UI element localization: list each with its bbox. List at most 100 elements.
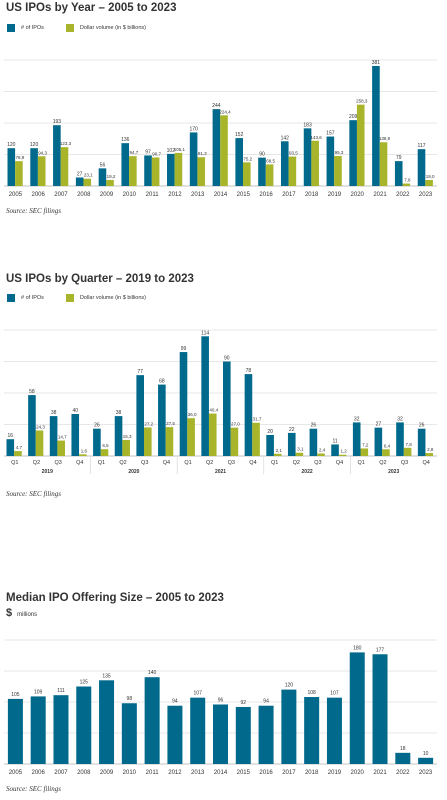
x-tick-label: 2016 [259,770,273,776]
median-data-label: 108 [307,690,316,696]
volume-data-label: 143,6 [311,135,323,140]
year-group-label: 2021 [215,469,226,475]
volume-bar [273,453,282,456]
volume-data-label: 27,2 [144,421,153,426]
count-bar [49,416,58,456]
count-bar [244,374,253,456]
x-tick-label: Q2 [293,460,300,466]
count-bar [223,361,231,456]
volume-data-label: 68,5 [266,158,275,163]
median-bar [281,689,297,764]
count-data-label: 142 [281,135,290,141]
median-bar [235,706,251,764]
x-tick-label: 2012 [168,192,182,198]
volume-bar [174,152,183,186]
count-data-label: 102 [167,148,176,154]
count-bar [179,352,188,456]
x-tick-label: 2020 [351,770,365,776]
x-tick-label: 2009 [100,770,114,776]
count-data-label: 152 [235,132,244,138]
volume-bar [317,453,325,456]
x-tick-label: 2013 [191,192,205,198]
median-offering-chart: 105 2005 109 2006 111 2007 125 2008 135 2009 98 201… [4,639,437,776]
median-data-label: 107 [330,691,339,697]
legend-volume-swatch [65,24,74,32]
volume-data-label: 2,4 [319,447,326,452]
volume-data-label: 1,6 [81,448,88,453]
median-bar [7,698,23,764]
median-bar [213,704,228,764]
volume-data-label: 2,1 [276,448,283,453]
legend-volume: Dollar volume (in $ billions) [65,24,146,32]
median-bar [99,680,115,764]
ipos-by-quarter-title: US IPOs by Quarter – 2019 to 2023 [6,273,194,285]
count-bar [309,428,318,456]
median-data-label: 92 [241,700,247,706]
x-tick-label: 2008 [77,770,91,776]
x-tick-label: 2011 [146,770,160,776]
count-data-label: 16 [8,433,14,439]
count-bar [144,155,152,186]
volume-bar [425,453,434,456]
count-data-label: 120 [30,142,39,148]
x-tick-label: Q1 [11,460,18,466]
x-tick-label: Q2 [119,460,126,466]
count-data-label: 22 [289,427,295,433]
x-tick-label: 2021 [373,770,387,776]
volume-bar [338,454,347,456]
count-bar [30,148,38,186]
legend-volume-swatch [65,294,74,302]
count-data-label: 58 [29,389,35,395]
volume-data-label: 94,7 [129,150,138,155]
median-data-label: 10 [423,751,429,757]
volume-data-label: 36,0 [188,412,197,417]
volume-data-label: 138,9 [379,136,391,141]
count-data-label: 20 [267,429,273,435]
count-bar [372,65,380,186]
volume-data-label: 6,4 [384,443,391,448]
x-tick-label: 2017 [282,192,296,198]
x-tick-label: Q3 [141,460,148,466]
x-tick-label: 2007 [54,770,68,776]
count-bar [394,161,403,186]
volume-data-label: 23,1 [84,173,93,178]
x-tick-label: 2021 [373,192,387,198]
median-bar [30,696,46,764]
count-bar [374,427,383,456]
x-tick-label: 2013 [191,770,205,776]
volume-bar [57,440,65,456]
volume-bar [165,427,174,456]
ipos-by-year-source: Source: SEC filings [6,207,61,215]
count-data-label: 26 [94,423,100,429]
median-data-label: 140 [148,670,157,676]
count-data-label: 90 [259,152,265,158]
count-bar [303,128,312,186]
volume-data-label: 2,8 [427,447,434,452]
median-data-label: 109 [34,689,43,695]
x-tick-label: 2015 [237,192,251,198]
x-tick-label: 2010 [123,192,137,198]
x-tick-label: 2005 [9,770,23,776]
x-tick-label: Q3 [228,460,235,466]
volume-bar [252,422,260,456]
volume-data-label: 14,7 [58,435,67,440]
volume-data-label: 15,3 [123,434,132,439]
median-data-label: 105 [11,692,20,698]
year-group-label: 2022 [302,469,313,475]
x-tick-label: Q2 [379,460,386,466]
x-tick-label: Q4 [423,460,430,466]
count-data-label: 38 [116,410,122,416]
volume-data-label: 4,7 [16,445,23,450]
median-data-label: 125 [80,680,89,686]
count-bar [6,439,15,456]
volume-bar [288,156,297,186]
count-data-label: 90 [224,356,230,362]
year-group-label: 2023 [388,469,399,475]
legend-count: # of IPOs [7,24,44,32]
volume-bar [60,147,69,186]
count-data-label: 32 [354,416,360,422]
volume-data-label: 7,2 [362,442,369,447]
volume-data-label: 95,3 [335,150,344,155]
count-bar [158,384,166,456]
x-tick-label: 2008 [77,192,91,198]
